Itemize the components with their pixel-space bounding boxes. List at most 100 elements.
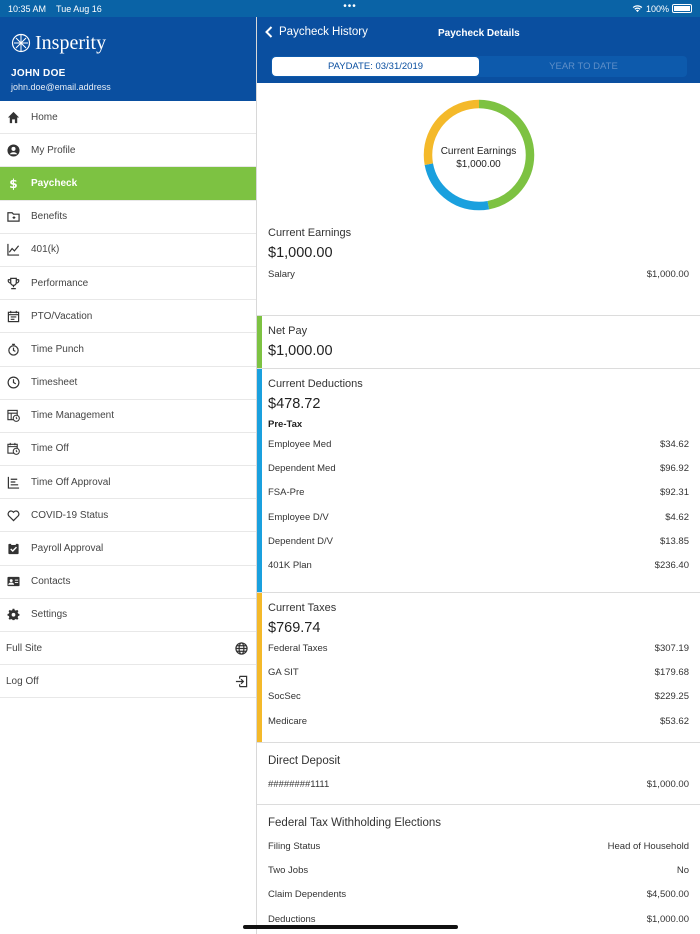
- row-value: $96.92: [659, 462, 689, 474]
- clipboard-check-icon: [6, 542, 20, 556]
- list-item: Deductions $1,000.00: [268, 907, 689, 931]
- donut-title: Current Earnings: [440, 146, 517, 157]
- section-title: Net Pay: [268, 325, 308, 337]
- sidebar-item-time-punch[interactable]: Time Punch: [0, 333, 256, 367]
- list-item: Filing Status Head of Household: [268, 834, 689, 858]
- sidebar-item-time-off-approval[interactable]: Time Off Approval: [0, 466, 256, 500]
- sidebar-header: Insperity JOHN DOE john.doe@email.addres…: [0, 17, 256, 101]
- back-button[interactable]: Paycheck History: [265, 26, 368, 38]
- sidebar-item-time-management[interactable]: Time Management: [0, 400, 256, 433]
- row-label: ########1111: [268, 778, 330, 790]
- list-item: 401K Plan $236.40: [268, 553, 689, 577]
- current-deductions-section: Current Deductions $478.72 Pre-Tax Emplo…: [257, 369, 700, 593]
- sidebar-item-paycheck[interactable]: $ Paycheck: [0, 167, 256, 201]
- paycheck-details-content: Current Earnings $1,000.00 Current Earni…: [257, 83, 700, 934]
- donut-label: Current Earnings $1,000.00: [257, 145, 700, 171]
- tab-paydate[interactable]: PAYDATE: 03/31/2019: [272, 57, 479, 76]
- sidebar-item-label: Time Management: [31, 410, 114, 422]
- row-value: No: [676, 864, 689, 876]
- svg-text:$: $: [9, 177, 17, 190]
- sidebar-item-label: Log Off: [6, 675, 39, 687]
- row-value: $53.62: [659, 715, 689, 727]
- sidebar-item-label: Time Off Approval: [31, 476, 111, 488]
- sidebar-menu: Home My Profile $ Paycheck Benefits 401(…: [0, 101, 256, 699]
- list-item: Medicare $53.62: [268, 709, 689, 733]
- sidebar-item-label: Timesheet: [31, 377, 78, 389]
- profile-icon: [6, 143, 20, 157]
- battery-icon: [672, 4, 692, 13]
- status-time: 10:35 AM: [8, 3, 47, 14]
- sidebar-item-label: Paycheck: [31, 177, 78, 189]
- multitasking-dots-icon[interactable]: •••: [343, 1, 357, 12]
- insperity-logo-icon: [11, 33, 31, 53]
- row-value: $4.62: [665, 511, 689, 523]
- list-item: Dependent D/V $13.85: [268, 529, 689, 553]
- sidebar-item-home[interactable]: Home: [0, 101, 256, 135]
- row-value: $1,000.00: [646, 913, 689, 925]
- donut-amount: $1,000.00: [456, 159, 501, 170]
- time-management-icon: [6, 409, 20, 423]
- log-off-icon: [235, 675, 248, 688]
- home-indicator[interactable]: [243, 925, 458, 929]
- tab-year-to-date[interactable]: YEAR TO DATE: [549, 61, 618, 72]
- list-item: Federal Taxes $307.19: [268, 636, 689, 660]
- top-nav: Paycheck History Paycheck Details PAYDAT…: [257, 17, 700, 83]
- list-item: ########1111 $1,000.00: [268, 772, 689, 796]
- heart-icon: [6, 508, 20, 522]
- page-title: Paycheck Details: [438, 28, 520, 39]
- row-value: $1,000.00: [646, 778, 689, 790]
- approval-list-icon: [6, 475, 20, 489]
- main-panel: Paycheck History Paycheck Details PAYDAT…: [257, 17, 700, 934]
- list-item: GA SIT $179.68: [268, 660, 689, 684]
- current-earnings-section: Current Earnings $1,000.00 Salary $1,000…: [257, 227, 700, 316]
- row-value: $4,500.00: [646, 889, 689, 901]
- row-label: Medicare: [268, 715, 308, 727]
- sidebar-item-label: Time Off: [31, 443, 69, 455]
- row-value: $179.68: [654, 666, 689, 678]
- section-amount: $478.72: [268, 396, 321, 412]
- row-value: $307.19: [654, 642, 689, 654]
- row-label: Employee Med: [268, 438, 332, 450]
- row-value: $236.40: [654, 560, 689, 572]
- row-label: Salary: [268, 268, 295, 280]
- list-item: Employee Med $34.62: [268, 432, 689, 456]
- section-amount: $769.74: [268, 620, 321, 636]
- section-amount: $1,000.00: [268, 343, 333, 359]
- section-title: Federal Tax Withholding Elections: [268, 817, 442, 829]
- sidebar-item-settings[interactable]: Settings: [0, 599, 256, 632]
- sidebar-item-label: Performance: [31, 277, 89, 289]
- calendar-icon: [6, 309, 20, 323]
- sidebar-item-label: Settings: [31, 609, 68, 621]
- stopwatch-icon: [6, 342, 20, 356]
- donut-segment-2: [423, 99, 534, 210]
- earnings-donut: Current Earnings $1,000.00: [257, 83, 700, 226]
- sidebar-item-covid-19-status[interactable]: COVID-19 Status: [0, 499, 256, 533]
- sidebar-item-contacts[interactable]: Contacts: [0, 566, 256, 599]
- sidebar-item-full-site[interactable]: Full Site: [0, 632, 256, 666]
- sidebar-item-payroll-approval[interactable]: Payroll Approval: [0, 532, 256, 566]
- sidebar-item-my-profile[interactable]: My Profile: [0, 134, 256, 168]
- calendar-clock-icon: [6, 442, 20, 456]
- section-title: Direct Deposit: [268, 755, 341, 767]
- sidebar-item-benefits[interactable]: Benefits: [0, 201, 256, 234]
- list-item: Claim Dependents $4,500.00: [268, 883, 689, 907]
- section-title: Current Deductions: [268, 378, 363, 390]
- taxes-accent-bar: [257, 593, 262, 742]
- globe-icon: [235, 642, 248, 655]
- trophy-icon: [6, 276, 20, 290]
- sidebar-item-time-off[interactable]: Time Off: [0, 433, 256, 467]
- direct-deposit-section: Direct Deposit ########1111 $1,000.00: [257, 743, 700, 805]
- user-email: john.doe@email.address: [11, 82, 111, 92]
- earnings-donut-chart: [423, 99, 534, 210]
- section-title: Current Earnings: [268, 227, 352, 239]
- sidebar-item-label: Contacts: [31, 576, 71, 588]
- sidebar-item-log-off[interactable]: Log Off: [0, 665, 256, 699]
- sidebar-item-pto-vacation[interactable]: PTO/Vacation: [0, 300, 256, 334]
- list-item: Salary $1,000.00: [268, 261, 689, 287]
- row-value: $1,000.00: [646, 268, 689, 280]
- sidebar-item-timesheet[interactable]: Timesheet: [0, 367, 256, 400]
- sidebar-item-401k[interactable]: 401(k): [0, 234, 256, 267]
- user-name: JOHN DOE: [11, 68, 66, 79]
- sidebar-item-performance[interactable]: Performance: [0, 267, 256, 301]
- contact-card-icon: [6, 575, 20, 589]
